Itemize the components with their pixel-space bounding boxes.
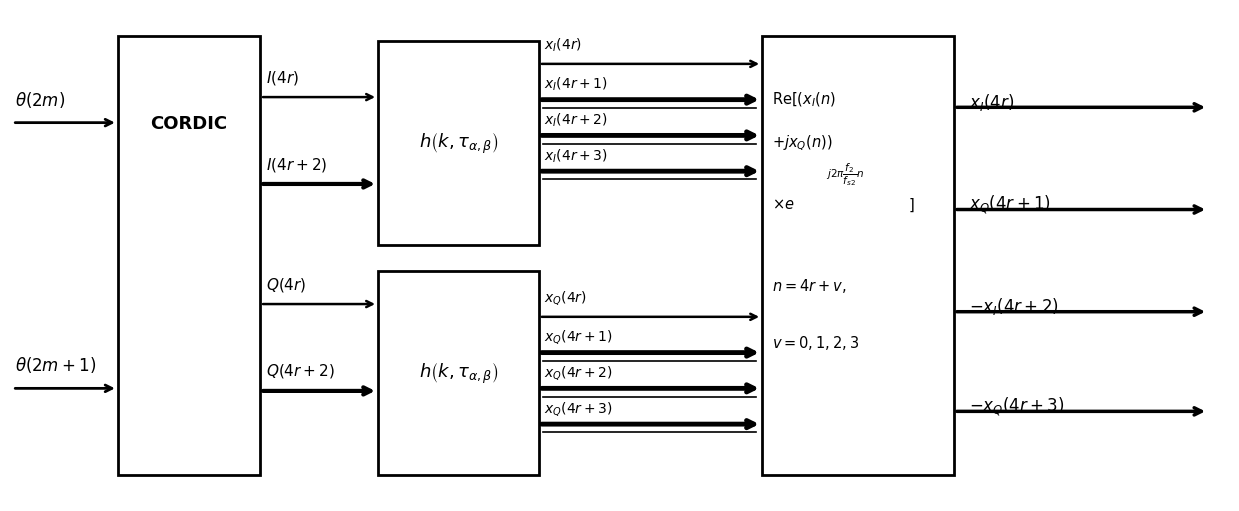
Text: CORDIC: CORDIC xyxy=(150,114,228,133)
Text: $h\left(k,\tau_{\alpha,\beta}\right)$: $h\left(k,\tau_{\alpha,\beta}\right)$ xyxy=(419,130,498,156)
Text: $x_Q(4r+3)$: $x_Q(4r+3)$ xyxy=(544,400,612,418)
Bar xyxy=(762,36,954,475)
Text: $-x_Q(4r+3)$: $-x_Q(4r+3)$ xyxy=(969,395,1064,417)
Text: $]$: $]$ xyxy=(908,196,914,214)
Text: $x_I(4r+1)$: $x_I(4r+1)$ xyxy=(544,76,608,93)
Text: $\mathrm{Re}[(x_I(n)$: $\mathrm{Re}[(x_I(n)$ xyxy=(772,90,836,109)
Text: $-x_I(4r+2)$: $-x_I(4r+2)$ xyxy=(969,296,1058,317)
Text: $n=4r+v,$: $n=4r+v,$ xyxy=(772,277,846,295)
Bar xyxy=(378,41,539,245)
Text: $x_Q(4r+1)$: $x_Q(4r+1)$ xyxy=(544,328,612,346)
Text: $I(4r+2)$: $I(4r+2)$ xyxy=(266,155,328,174)
Text: $Q(4r+2)$: $Q(4r+2)$ xyxy=(266,362,336,381)
Text: $\theta(2m+1)$: $\theta(2m+1)$ xyxy=(15,355,97,376)
Text: $x_I(4r)$: $x_I(4r)$ xyxy=(544,37,582,54)
Text: $\theta(2m)$: $\theta(2m)$ xyxy=(15,89,66,110)
Text: $x_I(4r+2)$: $x_I(4r+2)$ xyxy=(544,111,608,129)
Text: $j2\pi\dfrac{f_2}{f_{s2}}n$: $j2\pi\dfrac{f_2}{f_{s2}}n$ xyxy=(826,161,865,188)
Text: $\times e$: $\times e$ xyxy=(772,197,794,213)
Text: $x_Q(4r+2)$: $x_Q(4r+2)$ xyxy=(544,364,612,382)
Text: $x_I(4r)$: $x_I(4r)$ xyxy=(969,91,1014,113)
Text: $I(4r)$: $I(4r)$ xyxy=(266,68,300,87)
Text: $v=0,1,2,3$: $v=0,1,2,3$ xyxy=(772,334,859,353)
Text: $h\left(k,\tau_{\alpha,\beta}\right)$: $h\left(k,\tau_{\alpha,\beta}\right)$ xyxy=(419,360,498,386)
Text: $x_Q(4r+1)$: $x_Q(4r+1)$ xyxy=(969,193,1051,216)
Text: $x_I(4r+3)$: $x_I(4r+3)$ xyxy=(544,147,608,165)
Bar xyxy=(378,271,539,475)
Text: $x_Q(4r)$: $x_Q(4r)$ xyxy=(544,289,587,308)
Bar xyxy=(118,36,260,475)
Text: $+jx_Q(n))$: $+jx_Q(n))$ xyxy=(772,134,833,153)
Text: $Q(4r)$: $Q(4r)$ xyxy=(266,275,307,294)
